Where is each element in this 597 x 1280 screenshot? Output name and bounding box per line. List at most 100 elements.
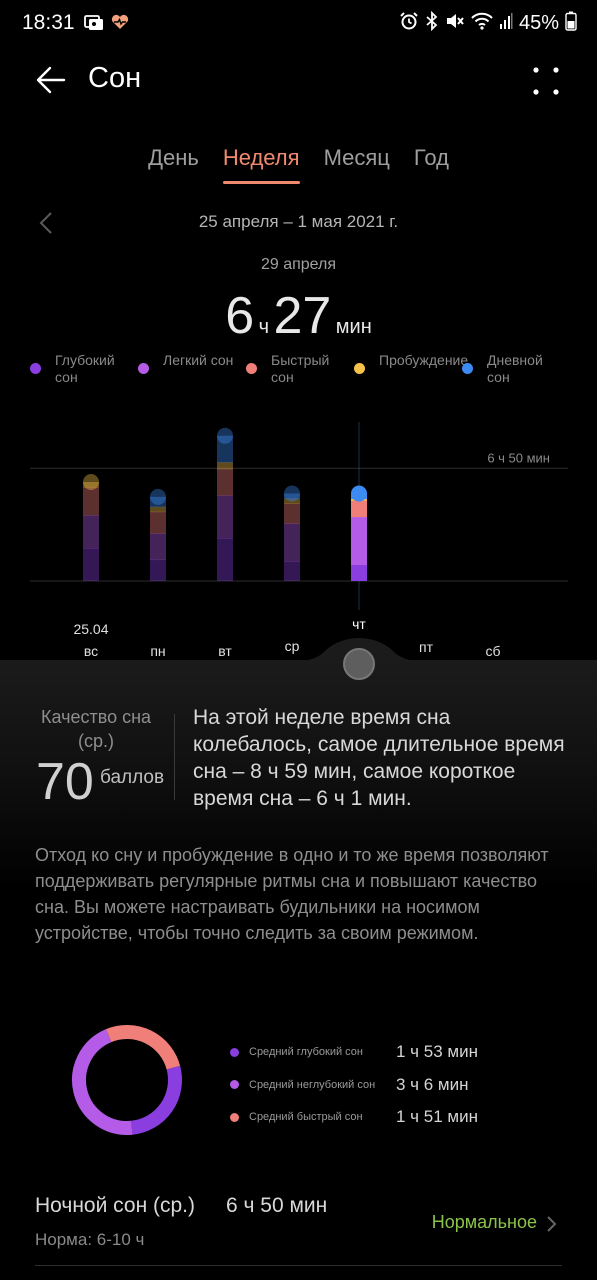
x-tick-label[interactable]: чт	[352, 616, 366, 632]
bar-segment	[351, 516, 367, 565]
tab-day[interactable]: День	[148, 145, 199, 170]
chart-legend: Глубокий сон Легкий сон Быстрый сон Проб…	[30, 352, 590, 386]
tab-week[interactable]: Неделя	[222, 145, 300, 184]
legend-dot	[462, 363, 473, 374]
panel-notch	[298, 638, 420, 661]
night-sleep-status: Нормальное	[431, 1212, 537, 1232]
x-tick-label[interactable]: ср	[285, 638, 300, 654]
wifi-icon	[471, 12, 493, 35]
night-sleep-title: Ночной сон (ср.)	[35, 1194, 196, 1217]
status-left-icons	[84, 13, 130, 36]
chevron-right-icon	[547, 1216, 557, 1232]
first-date-label: 25.04	[73, 621, 108, 637]
dist-value: 3 ч 6 мин	[396, 1074, 469, 1094]
sleep-structure-list: Средний глубокий сон 1 ч 53 мин Средний …	[230, 1036, 550, 1134]
x-tick-label[interactable]: пт	[419, 639, 434, 655]
bar-segment	[284, 503, 300, 524]
bar-segment	[83, 515, 99, 549]
dist-label: Средний неглубокий сон	[249, 1078, 376, 1091]
tab-month[interactable]: Месяц	[323, 145, 390, 170]
dist-label: Средний глубокий сон	[249, 1046, 363, 1059]
dist-label: Средний быстрый сон	[249, 1111, 363, 1124]
legend-dot	[138, 363, 149, 374]
bar-segment	[217, 538, 233, 581]
previous-week-button[interactable]	[34, 208, 58, 238]
x-tick-label[interactable]: пн	[150, 643, 165, 659]
bar-segment	[83, 548, 99, 581]
status-right-icons: 45%	[399, 10, 577, 36]
bar-segment	[150, 506, 166, 513]
heart-icon	[110, 13, 130, 36]
list-item: Средний неглубокий сон 3 ч 6 мин	[230, 1069, 550, 1102]
donut-slice	[105, 1025, 181, 1070]
duration-minutes-unit: мин	[335, 316, 372, 338]
legend-item: Глубокий сон	[30, 352, 138, 386]
more-vertical-icon	[533, 67, 559, 95]
chevron-left-icon	[39, 212, 52, 234]
arrow-left-icon	[36, 66, 66, 94]
page-title: Сон	[88, 62, 142, 94]
bar-segment	[284, 498, 300, 504]
app-bar: Сон	[0, 50, 597, 110]
sleep-quality-unit: баллов	[100, 767, 165, 788]
night-sleep-row[interactable]: Ночной сон (ср.) 6 ч 50 мин Норма: 6-10 …	[0, 1188, 597, 1268]
signal-icon	[499, 12, 513, 35]
legend-dot	[30, 363, 41, 374]
legend-item: Пробуждение	[354, 352, 469, 386]
dist-dot	[230, 1112, 239, 1122]
x-tick-label[interactable]: вт	[218, 643, 232, 659]
bar-segment	[284, 561, 300, 581]
status-time: 18:31	[22, 11, 75, 34]
bar-segment	[150, 559, 166, 581]
legend-dot	[354, 363, 365, 374]
legend-label: Дневной сон	[487, 352, 543, 385]
week-summary: На этой неделе время сна колебалось, сам…	[193, 706, 565, 810]
bluetooth-icon	[425, 10, 439, 36]
sleep-bar-chart-svg: 6 ч 50 мин вс пн вт ср чт пт сб 25.04	[30, 422, 568, 659]
selected-duration: 6 ч 27 мин	[0, 286, 597, 346]
bar-cap	[150, 488, 166, 505]
more-options-button[interactable]	[531, 64, 561, 98]
legend-label: Легкий сон	[163, 352, 234, 368]
dist-dot	[230, 1047, 239, 1057]
x-tick-label[interactable]: сб	[485, 643, 500, 659]
night-sleep-value: 6 ч 50 мин	[226, 1194, 328, 1217]
date-range: 25 апреля – 1 мая 2021 г.	[198, 212, 399, 231]
legend-label: Глубокий сон	[55, 352, 115, 385]
reference-line-label: 6 ч 50 мин	[487, 450, 550, 465]
period-tabs: День Неделя Месяц Год	[0, 145, 597, 195]
bar-segment	[83, 486, 99, 516]
legend-item: Дневной сон	[462, 352, 570, 386]
battery-percent: 45%	[518, 12, 559, 34]
legend-item: Легкий сон	[138, 352, 246, 386]
chart-scrub-handle[interactable]	[343, 648, 375, 680]
bar-segment	[351, 564, 367, 581]
divider	[35, 1265, 562, 1266]
legend-label: Быстрый сон	[271, 352, 330, 385]
dist-dot	[230, 1080, 239, 1090]
dist-value: 1 ч 51 мин	[396, 1107, 478, 1127]
donut-slice	[130, 1065, 182, 1135]
bar-cap	[217, 427, 233, 444]
back-button[interactable]	[30, 60, 74, 100]
duration-hours-unit: ч	[258, 316, 270, 338]
bar-cap	[284, 485, 300, 502]
bar-segment	[351, 500, 367, 518]
tab-year[interactable]: Год	[413, 145, 449, 170]
bar-segment	[217, 462, 233, 470]
bar-cap	[83, 474, 99, 490]
legend-label: Пробуждение	[379, 352, 469, 368]
status-bar: 18:31 45%	[0, 0, 597, 46]
bar-cap	[351, 485, 367, 502]
donut-slice	[72, 1029, 133, 1135]
x-tick-label[interactable]: вс	[84, 643, 98, 659]
legend-dot	[246, 363, 257, 374]
bar-segment	[284, 493, 300, 499]
bar-segment	[150, 511, 166, 534]
divider	[174, 714, 175, 800]
details-panel	[0, 660, 597, 1280]
bar-segment	[217, 435, 233, 463]
weekly-sleep-chart[interactable]: 6 ч 50 мин вс пн вт ср чт пт сб 25.04	[0, 410, 597, 670]
bar-segment	[217, 468, 233, 496]
gallery-icon	[84, 13, 104, 36]
